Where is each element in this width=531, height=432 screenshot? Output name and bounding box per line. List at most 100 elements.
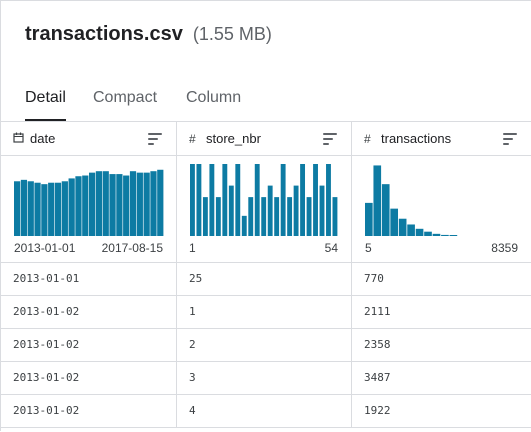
sort-icon[interactable] [323,133,337,145]
histogram-store-nbr: 1 54 [177,156,352,263]
histogram-bar[interactable] [441,234,449,236]
column-header-transactions[interactable]: # transactions [352,122,531,156]
sort-icon[interactable] [503,133,517,145]
histogram-bar[interactable] [123,175,130,236]
table-row: 2013-01-02 1 2111 [1,296,531,329]
range-max-store-nbr: 54 [324,241,338,255]
cell-store-nbr: 1 [177,296,352,328]
histogram-bar[interactable] [373,165,382,236]
histogram-bar[interactable] [267,185,273,236]
histogram-bar[interactable] [116,174,123,236]
cell-store-nbr: 2 [177,329,352,361]
histogram-bar[interactable] [274,197,280,236]
histogram-bar[interactable] [300,164,306,236]
histogram-bar[interactable] [306,197,312,236]
histogram-bar[interactable] [415,228,424,236]
tab-detail[interactable]: Detail [25,89,66,121]
tab-column[interactable]: Column [186,89,242,106]
histogram-bar[interactable] [14,181,21,236]
cell-date: 2013-01-01 [1,263,177,295]
histogram-bar[interactable] [27,181,34,236]
histogram-bar[interactable] [390,208,399,236]
cell-transactions: 1922 [352,395,531,427]
cell-store-nbr: 4 [177,395,352,427]
histogram-bar[interactable] [196,164,202,236]
histogram-date: 2013-01-01 2017-08-15 [1,156,177,263]
histogram-chart-date [14,169,164,236]
range-min-store-nbr: 1 [189,241,196,255]
histogram-bar[interactable] [228,185,234,236]
histogram-bar[interactable] [432,233,441,236]
file-header: transactions.csv (1.55 MB) [25,23,272,53]
histogram-bar[interactable] [61,181,68,236]
histogram-bar[interactable] [365,202,373,236]
histogram-bar[interactable] [54,182,62,236]
histogram-bar[interactable] [20,179,28,236]
histogram-bar[interactable] [222,164,228,236]
range-max-date: 2017-08-15 [101,241,163,255]
histogram-bar[interactable] [215,197,221,236]
histogram-bar[interactable] [261,197,267,236]
histogram-bar[interactable] [95,171,103,236]
histogram-bar[interactable] [157,169,164,236]
histogram-bar[interactable] [89,172,96,236]
column-label-transactions: transactions [381,131,452,146]
view-tabs: Detail Compact Column [1,79,531,122]
cell-store-nbr: 25 [177,263,352,295]
histogram-bar[interactable] [82,175,89,236]
histogram-bar[interactable] [209,164,215,236]
cell-store-nbr: 3 [177,362,352,394]
histogram-bar[interactable] [202,197,208,236]
histogram-bar[interactable] [313,164,318,236]
column-label-store-nbr: store_nbr [206,131,261,146]
cell-date: 2013-01-02 [1,395,177,427]
cell-date: 2013-01-02 [1,329,177,361]
histogram-bar[interactable] [241,215,247,236]
histogram-bar[interactable] [449,235,458,236]
histogram-bar[interactable] [136,172,143,236]
range-max-transactions: 8359 [491,241,518,255]
histogram-bar[interactable] [102,171,109,236]
sort-icon[interactable] [148,133,162,145]
histogram-chart-transactions [365,165,458,236]
table-row: 2013-01-02 4 1922 [1,395,531,428]
table-row: 2013-01-02 3 3487 [1,362,531,395]
histogram-bar[interactable] [254,164,260,236]
hash-icon: # [364,131,371,146]
histogram-bar[interactable] [150,171,157,236]
histogram-bar[interactable] [68,178,75,236]
histogram-bar[interactable] [48,182,55,236]
table-row: 2013-01-01 25 770 [1,263,531,296]
histogram-bar[interactable] [407,224,415,236]
histogram-bar[interactable] [319,185,325,236]
cell-date: 2013-01-02 [1,296,177,328]
column-header-store-nbr[interactable]: # store_nbr [177,122,352,156]
histogram-bar[interactable] [248,197,254,236]
histogram-bar[interactable] [129,171,137,236]
cell-transactions: 2111 [352,296,531,328]
histogram-bar[interactable] [381,184,390,236]
histogram-bar[interactable] [235,164,241,236]
histogram-bar[interactable] [109,174,116,236]
histogram-bar[interactable] [287,197,293,236]
histogram-chart-store-nbr [190,164,338,236]
histogram-bar[interactable] [424,231,432,236]
histogram-bar[interactable] [143,172,150,236]
histogram-bar[interactable] [293,185,299,236]
range-min-transactions: 5 [365,241,372,255]
histogram-bar[interactable] [398,218,407,236]
histogram-bar[interactable] [190,164,195,236]
histogram-bar[interactable] [75,176,82,236]
histogram-bar[interactable] [41,184,48,236]
histogram-bar[interactable] [280,164,286,236]
histogram-bar[interactable] [326,164,331,236]
column-header-date[interactable]: date [1,122,177,156]
file-size: (1.55 MB) [192,24,272,44]
data-table: date # store_nbr # transactions 2013-01-… [1,122,531,432]
cell-date: 2013-01-02 [1,362,177,394]
histogram-bar[interactable] [34,182,41,236]
cell-transactions: 3487 [352,362,531,394]
tab-compact[interactable]: Compact [93,89,158,106]
range-min-date: 2013-01-01 [14,241,76,255]
histogram-bar[interactable] [332,197,338,236]
